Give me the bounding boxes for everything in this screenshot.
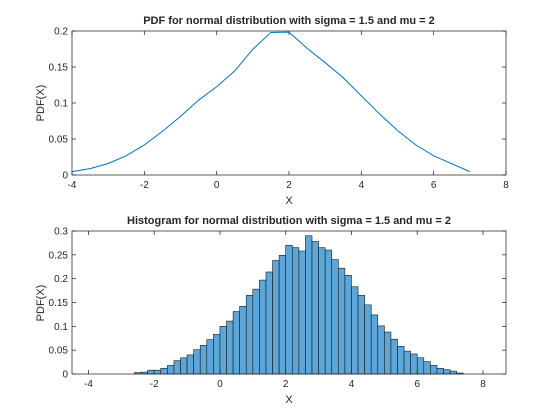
y-tick-label: 0: [62, 370, 68, 381]
pdf-chart: PDF for normal distribution with sigma =…: [35, 15, 509, 207]
y-tick-label: 0.2: [54, 27, 68, 38]
histogram-bar: [449, 370, 457, 375]
histogram-bar: [397, 346, 405, 375]
histogram-bar: [305, 235, 313, 375]
histogram-bar: [324, 249, 333, 375]
x-tick-label: 0: [214, 180, 220, 191]
histogram-bar: [252, 288, 260, 375]
histogram-bar: [278, 255, 287, 375]
pdf-chart-xlabel: X: [285, 195, 293, 207]
x-tick-label: -4: [68, 180, 77, 191]
histogram-bar: [423, 361, 431, 375]
x-tick-label: 8: [480, 379, 486, 390]
histogram-bar: [410, 353, 418, 375]
histogram-bar: [430, 365, 438, 375]
histogram-bar: [206, 339, 214, 375]
histogram-bar: [436, 367, 444, 375]
y-tick-label: 0.1: [54, 322, 68, 333]
histogram-bar: [311, 241, 319, 375]
histogram-chart-axes-box: [71, 230, 507, 375]
histogram-bar: [344, 275, 352, 375]
histogram-bar: [384, 331, 392, 375]
y-tick-label: 0.3: [54, 227, 68, 238]
histogram-bar: [370, 314, 379, 375]
histogram-bar: [291, 247, 300, 375]
y-tick-label: 0: [62, 171, 68, 182]
histogram-bar: [213, 334, 221, 375]
x-tick-label: 8: [503, 180, 509, 191]
x-tick-label: 6: [431, 180, 437, 191]
histogram-bar: [167, 365, 175, 375]
histogram-bar: [259, 279, 267, 375]
y-tick-label: 0.2: [54, 274, 68, 285]
histogram-bar: [173, 360, 181, 375]
histogram-bar: [147, 369, 155, 375]
pdf-chart-title: PDF for normal distribution with sigma =…: [143, 15, 435, 27]
y-tick-label: 0.15: [49, 298, 69, 309]
histogram-bar: [351, 286, 359, 375]
histogram-bar: [219, 326, 227, 375]
pdf-chart-axes-box: [71, 30, 507, 176]
histogram-bar: [318, 247, 326, 375]
histogram-bar: [338, 267, 346, 375]
histogram-bar: [160, 367, 168, 375]
x-tick-label: 2: [283, 379, 289, 390]
histogram-bar: [245, 295, 254, 375]
histogram-bar: [331, 259, 339, 375]
histogram-bar: [285, 245, 293, 375]
histogram-bar: [377, 325, 385, 375]
histogram-bar: [180, 357, 188, 375]
pdf-curve-line: [71, 31, 471, 173]
histogram-chart: Histogram for normal distribution with s…: [35, 215, 507, 406]
histogram-chart-title: Histogram for normal distribution with s…: [127, 215, 451, 227]
histogram-bar: [357, 295, 365, 375]
x-tick-label: -2: [140, 180, 149, 191]
y-tick-label: 0.05: [49, 346, 69, 357]
x-tick-label: -2: [150, 379, 159, 390]
pdf-chart-ylabel: PDF(X): [35, 85, 47, 122]
histogram-bar: [364, 304, 372, 375]
y-tick-label: 0.15: [49, 63, 69, 74]
histogram-bar: [265, 271, 273, 375]
x-tick-label: 2: [286, 180, 292, 191]
histogram-bar: [390, 338, 398, 375]
y-tick-label: 0.05: [49, 135, 69, 146]
histogram-bar: [153, 369, 162, 375]
histogram-bar: [186, 354, 194, 375]
histogram-bar: [443, 369, 451, 375]
x-tick-label: 6: [414, 379, 420, 390]
histogram-chart-xlabel: X: [285, 394, 293, 406]
y-tick-label: 0.1: [54, 99, 68, 110]
histogram-bar: [298, 250, 306, 375]
histogram-bar: [193, 349, 201, 375]
y-tick-label: 0.25: [49, 250, 69, 261]
histogram-bar: [226, 320, 234, 375]
x-tick-label: 4: [359, 180, 365, 191]
histogram-bar: [272, 260, 280, 375]
x-tick-label: 0: [217, 379, 223, 390]
histogram-bar: [232, 311, 240, 375]
histogram-bar: [416, 357, 425, 375]
histogram-chart-ylabel: PDF(X): [35, 285, 47, 322]
histogram-bar: [199, 345, 208, 375]
x-tick-label: 4: [349, 379, 355, 390]
histogram-bar: [239, 306, 247, 375]
histogram-bar: [403, 350, 411, 375]
x-tick-label: -4: [84, 379, 93, 390]
